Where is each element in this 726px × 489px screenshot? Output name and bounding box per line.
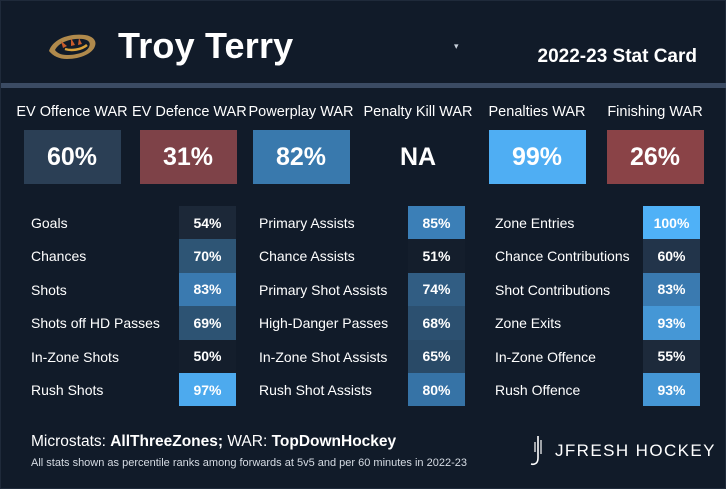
stat-label: Primary Assists (259, 215, 355, 231)
war-label: Powerplay WAR (248, 104, 354, 120)
war-tile-finishing: Finishing WAR 26% (599, 104, 711, 184)
card-title: 2022-23 Stat Card (537, 46, 697, 67)
stat-column-transition: Zone Entries 100% Chance Contributions 6… (495, 206, 701, 407)
stat-value: 100% (643, 206, 700, 240)
war-label: EV Offence WAR (16, 104, 128, 120)
stat-row: In-Zone Shots 50% (31, 339, 236, 373)
chevron-down-icon[interactable]: ▾ (454, 41, 459, 51)
war-tile-powerplay: Powerplay WAR 82% (245, 104, 357, 184)
stat-row: Rush Offence 93% (495, 372, 701, 407)
stat-value: 60% (643, 239, 700, 273)
stat-label: In-Zone Offence (495, 348, 596, 365)
stat-label: Chances (31, 248, 87, 265)
stat-label: In-Zone Shots (31, 348, 119, 365)
stat-value: 93% (643, 372, 700, 407)
footer-note: All stats shown as percentile ranks amon… (31, 457, 467, 469)
war-tile-ev-offence: EV Offence WAR 60% (16, 104, 128, 184)
stat-row: High-Danger Passes 68% (259, 306, 467, 340)
stat-row: Chance Contributions 60% (495, 239, 701, 273)
stat-value: 83% (643, 272, 700, 307)
war-value: 82% (252, 130, 350, 184)
brand-name: JFRESH HOCKEY (555, 441, 716, 460)
stat-value: 70% (179, 239, 236, 273)
stat-value: 80% (408, 372, 465, 407)
stat-row: Shots 83% (31, 272, 236, 307)
stat-row: Rush Shots 97% (31, 372, 236, 407)
stat-value: 74% (408, 272, 465, 307)
stat-label: Rush Shot Assists (259, 381, 372, 398)
war-source-label: WAR: (223, 433, 272, 450)
war-label: Penalties WAR (488, 104, 586, 120)
stat-row: Shot Contributions 83% (495, 272, 701, 307)
stat-value: 83% (179, 272, 236, 307)
war-value: 99% (488, 130, 586, 184)
stat-row: Zone Entries 100% (495, 206, 701, 240)
stat-row: Primary Shot Assists 74% (259, 272, 467, 307)
war-value: 31% (139, 130, 237, 184)
jfresh-mark-icon (530, 436, 542, 466)
stat-label: Zone Exits (495, 315, 562, 332)
stat-label: Shots (31, 281, 67, 298)
header-divider (1, 83, 726, 88)
microstats-label: Microstats: (31, 433, 111, 450)
stat-value: 65% (408, 339, 465, 373)
war-value: 60% (23, 130, 121, 184)
footer-sources: Microstats: AllThreeZones; WAR: TopDownH… (31, 433, 396, 451)
player-name: Troy Terry (118, 25, 294, 66)
stat-row: Goals 54% (31, 206, 236, 240)
microstats-source: AllThreeZones; (110, 433, 224, 450)
war-value: 26% (606, 130, 704, 184)
war-tile-penalty-kill: Penalty Kill WAR NA (362, 104, 474, 184)
team-logo-icon (49, 34, 96, 59)
stat-label: Primary Shot Assists (259, 281, 388, 298)
stat-label: Chance Contributions (495, 248, 630, 265)
stat-row: Primary Assists 85% (259, 206, 467, 240)
stat-label: High-Danger Passes (259, 315, 389, 332)
stat-row: Zone Exits 93% (495, 306, 701, 340)
stat-row: In-Zone Shot Assists 65% (259, 339, 467, 373)
stat-value: 50% (179, 339, 236, 373)
stat-value: 85% (408, 206, 465, 240)
war-tile-ev-defence: EV Defence WAR 31% (132, 104, 247, 184)
stat-label: Shots off HD Passes (31, 315, 160, 332)
stat-value: 68% (408, 306, 465, 340)
stat-value: 51% (408, 239, 465, 273)
brand: JFRESH HOCKEY (527, 434, 716, 468)
stat-label: Goals (31, 215, 68, 231)
stat-column-passing: Primary Assists 85% Chance Assists 51% P… (259, 206, 467, 407)
stat-column-shooting: Goals 54% Chances 70% Shots 83% Shots of… (31, 206, 236, 407)
stat-row: Rush Shot Assists 80% (259, 372, 467, 407)
war-label: Finishing WAR (607, 104, 703, 120)
stat-value: 97% (179, 372, 236, 407)
stat-label: In-Zone Shot Assists (259, 348, 388, 365)
stat-label: Rush Shots (31, 381, 104, 398)
war-label: EV Defence WAR (132, 104, 247, 120)
stat-label: Chance Assists (259, 248, 355, 265)
war-value: NA (369, 130, 467, 184)
stat-label: Zone Entries (495, 215, 575, 231)
stat-row: In-Zone Offence 55% (495, 339, 701, 373)
war-tile-penalties: Penalties WAR 99% (481, 104, 593, 184)
stat-value: 55% (643, 339, 700, 373)
stat-row: Chance Assists 51% (259, 239, 467, 273)
stat-value: 69% (179, 306, 236, 340)
stat-row: Chances 70% (31, 239, 236, 273)
war-source: TopDownHockey (271, 433, 397, 450)
war-label: Penalty Kill WAR (363, 104, 473, 120)
stat-value: 93% (643, 306, 700, 340)
stat-row: Shots off HD Passes 69% (31, 306, 236, 340)
stat-label: Rush Offence (495, 381, 581, 398)
stat-label: Shot Contributions (495, 281, 611, 298)
stat-value: 54% (179, 206, 236, 240)
